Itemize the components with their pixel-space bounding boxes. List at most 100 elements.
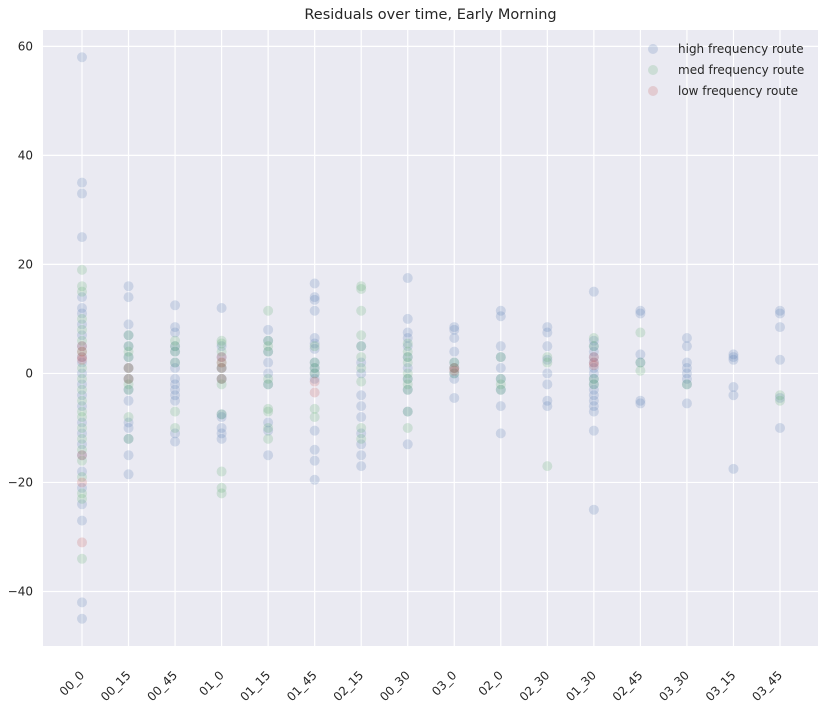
data-point (77, 373, 87, 384)
data-point (216, 362, 227, 373)
data-point (588, 333, 599, 343)
data-point (356, 450, 367, 461)
data-point (77, 379, 87, 390)
data-point (635, 357, 646, 368)
data-point (588, 286, 599, 297)
data-point (728, 390, 739, 401)
data-point (263, 346, 274, 357)
data-point (216, 409, 227, 420)
data-point (77, 450, 87, 461)
data-point (588, 357, 599, 368)
data-point (775, 395, 785, 406)
data-point (77, 390, 87, 401)
data-point (542, 379, 553, 390)
data-point (449, 373, 460, 384)
data-point (170, 395, 181, 406)
data-point (542, 401, 553, 412)
data-point (216, 335, 227, 346)
data-point (402, 333, 413, 343)
data-point (170, 379, 181, 390)
data-point (170, 373, 181, 384)
data-point (263, 305, 274, 316)
data-point (542, 395, 553, 406)
data-point (77, 417, 87, 428)
data-point (356, 390, 367, 401)
data-point (402, 338, 413, 349)
y-tick-label: 0 (25, 366, 33, 380)
data-point (170, 406, 181, 417)
data-point (123, 384, 134, 395)
data-point (263, 433, 274, 444)
data-point (216, 303, 227, 314)
data-point (77, 422, 87, 433)
data-point (216, 352, 227, 363)
data-point (77, 597, 87, 608)
data-point (588, 395, 599, 406)
x-tick-label: 03_0 (429, 668, 459, 698)
data-point (77, 352, 87, 363)
data-point (123, 373, 134, 384)
data-point (263, 379, 274, 390)
data-point (635, 308, 646, 319)
data-point (170, 300, 181, 311)
data-point (77, 428, 87, 439)
data-point (309, 474, 320, 485)
data-point (77, 455, 87, 466)
data-point (775, 392, 785, 403)
data-point (449, 333, 460, 343)
data-point (402, 373, 413, 384)
data-point (263, 450, 274, 461)
data-point (635, 327, 646, 338)
data-point (495, 384, 506, 395)
x-tick-label: 01_0 (196, 668, 226, 698)
data-point (681, 362, 692, 373)
data-point (77, 324, 87, 335)
data-point (588, 379, 599, 390)
data-point (588, 352, 599, 363)
data-point (588, 379, 599, 390)
data-point (263, 324, 274, 335)
x-tick-label: 01_15 (238, 668, 274, 703)
data-point (77, 341, 87, 352)
x-tick-label: 02_45 (610, 668, 646, 703)
data-point (77, 450, 87, 461)
data-point (77, 482, 87, 493)
data-point (356, 341, 367, 352)
data-point (588, 335, 599, 346)
data-point (77, 281, 87, 292)
data-point (170, 341, 181, 352)
data-point (449, 392, 460, 403)
data-point (216, 352, 227, 363)
data-point (449, 368, 460, 379)
data-point (216, 379, 227, 390)
data-point (309, 455, 320, 466)
data-point (775, 305, 785, 316)
data-point (588, 373, 599, 384)
data-point (123, 379, 134, 390)
data-point (263, 403, 274, 414)
data-point (170, 322, 181, 333)
data-point (123, 395, 134, 406)
data-point (216, 482, 227, 493)
data-point (728, 382, 739, 393)
data-point (681, 373, 692, 384)
data-point (588, 341, 599, 352)
data-point (123, 341, 134, 352)
data-point (309, 444, 320, 455)
data-point (123, 292, 134, 303)
data-point (588, 401, 599, 412)
data-point (495, 352, 506, 363)
data-point (170, 422, 181, 433)
data-point (123, 362, 134, 373)
data-point (77, 472, 87, 483)
data-point (495, 428, 506, 439)
data-point (775, 354, 785, 365)
data-point (216, 362, 227, 373)
data-point (309, 425, 320, 436)
data-point (309, 412, 320, 423)
data-point (402, 422, 413, 433)
y-tick-label: 20 (18, 257, 33, 271)
data-point (542, 322, 553, 333)
data-point (123, 373, 134, 384)
data-point (77, 292, 87, 303)
